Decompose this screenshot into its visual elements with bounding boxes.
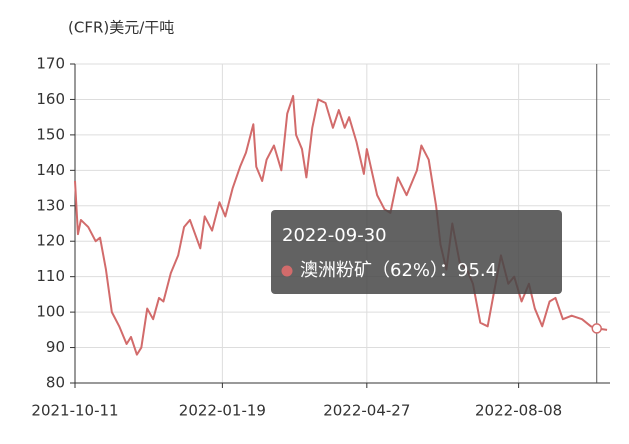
tooltip-separator: ： <box>439 260 457 281</box>
y-tick-label: 110 <box>36 267 65 285</box>
y-tick-label: 80 <box>46 374 65 392</box>
tooltip-swatch <box>281 265 293 277</box>
highlight-point <box>591 323 602 334</box>
y-tick-label: 120 <box>36 232 65 250</box>
x-tick-label: 2021-10-11 <box>31 402 118 420</box>
x-tick-label: 2022-01-19 <box>179 402 266 420</box>
x-tick-label: 2022-08-08 <box>475 402 562 420</box>
tooltip: 2022-09-30 澳洲粉矿（62%）：95.4 <box>271 210 562 294</box>
tooltip-series-name: 澳洲粉矿（62%） <box>300 260 439 281</box>
tooltip-box <box>271 210 562 294</box>
y-tick-label: 140 <box>36 161 65 179</box>
y-tick-label: 100 <box>36 303 65 321</box>
tooltip-text: 澳洲粉矿（62%）：95.4 <box>300 260 497 281</box>
y-tick-label: 160 <box>36 90 65 108</box>
y-tick-label: 150 <box>36 125 65 143</box>
tooltip-value: 95.4 <box>457 260 497 281</box>
y-axis-label: (CFR)美元/干吨 <box>68 19 174 37</box>
y-tick-label: 90 <box>46 338 65 356</box>
x-tick-label: 2022-04-27 <box>323 402 410 420</box>
y-tick-label: 130 <box>36 196 65 214</box>
tooltip-date: 2022-09-30 <box>282 225 387 246</box>
y-tick-label: 170 <box>36 55 65 73</box>
